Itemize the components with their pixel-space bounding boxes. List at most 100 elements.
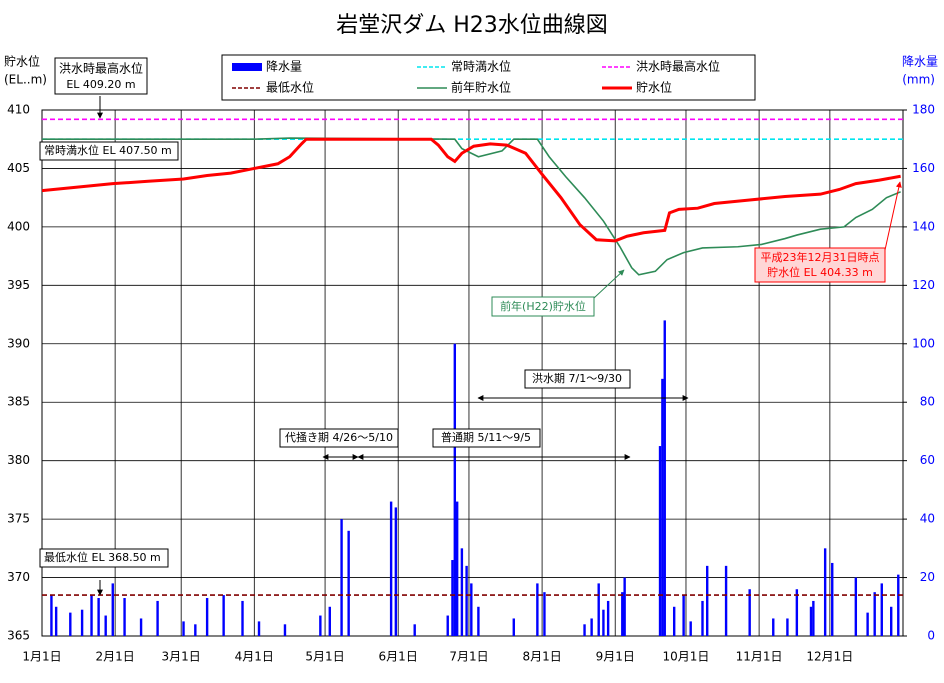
bar (823, 548, 827, 636)
bar (477, 606, 480, 636)
annotation: 代掻き期 4/26～5/10 (285, 430, 393, 444)
bar (328, 606, 331, 636)
y-tick-label: 395 (7, 278, 30, 292)
y-tick-label: 385 (7, 395, 30, 409)
bar (854, 577, 858, 636)
bar (543, 592, 546, 636)
y2-tick-label: 60 (920, 453, 935, 467)
legend-label: 常時満水位 (451, 59, 511, 74)
bar (123, 598, 126, 636)
annotation: 貯水位 EL 404.33 m (767, 265, 873, 279)
annotation-box (754, 247, 886, 283)
bar (661, 378, 664, 636)
annotation-box (54, 57, 148, 95)
legend-label: 最低水位 (266, 80, 314, 95)
bar (97, 598, 100, 636)
bar (194, 624, 197, 636)
y2-tick-label: 20 (920, 570, 935, 584)
annotation: 洪水時最高水位 (59, 61, 143, 76)
bar (689, 621, 692, 636)
bar (772, 618, 775, 636)
bar (795, 589, 799, 636)
x-tick-label: 1月1日 (22, 650, 61, 664)
x-tick-label: 6月1日 (379, 650, 418, 664)
legend-label: 降水量 (266, 60, 302, 74)
bar (413, 624, 416, 636)
y2-tick-label: 0 (927, 629, 935, 643)
bar (590, 618, 593, 636)
legend-label: 貯水位 (636, 80, 672, 95)
legend-swatch (232, 63, 262, 71)
bar (455, 501, 459, 636)
annotation-box (279, 428, 399, 448)
bar (706, 565, 709, 636)
bar (111, 583, 114, 636)
annotation-box (491, 296, 595, 317)
legend-label: 洪水時最高水位 (636, 59, 720, 74)
x-tick-label: 4月1日 (235, 650, 274, 664)
bar (470, 583, 473, 636)
bar (672, 606, 676, 636)
bar (890, 606, 893, 636)
bar (663, 320, 666, 636)
annotations: 洪水時最高水位 EL 409.20 m 常時満水位 EL 407.50 m 最低… (39, 57, 902, 596)
y2-axis-unit: (mm) (902, 73, 935, 87)
plot-area: 365 370 375 380 385 390 395 400 405 410 0 20 40 60 80 1… (7, 103, 935, 664)
y-axis-unit: (EL..m) (4, 73, 47, 87)
bar (880, 583, 883, 636)
annotation-box (39, 548, 169, 568)
y2-tick-label: 100 (912, 336, 935, 350)
bar (69, 612, 72, 636)
bar (682, 595, 685, 636)
bar (389, 501, 393, 636)
x-tick-label: 3月1日 (162, 650, 201, 664)
y-tick-label: 405 (7, 161, 30, 175)
y-tick-label: 380 (7, 453, 30, 467)
bar (446, 615, 449, 636)
legend-label: 前年貯水位 (451, 80, 511, 95)
annotation-arrow (884, 181, 902, 251)
y2-tick-label: 120 (912, 278, 935, 292)
bar (831, 562, 834, 636)
x-tick-label: 10月1日 (663, 650, 710, 664)
bar (90, 595, 93, 636)
bar (786, 618, 789, 636)
x-tick-label: 5月1日 (305, 650, 344, 664)
annotation: 前年(H22)貯水位 (500, 299, 586, 313)
legend-box (221, 54, 756, 101)
bar (701, 600, 704, 636)
bar (897, 574, 900, 636)
annotation: 常時満水位 EL 407.50 m (44, 143, 172, 157)
y2-tick-label: 180 (912, 103, 935, 117)
bar (451, 560, 454, 636)
y-axis-label: 貯水位 (4, 54, 40, 69)
bar (623, 577, 626, 636)
bar (283, 624, 287, 636)
bar (465, 565, 468, 636)
y-tick-label: 375 (7, 512, 30, 526)
bar (583, 624, 586, 636)
bar (139, 618, 143, 636)
y-tick-label: 390 (7, 336, 30, 350)
annotation-arrow (593, 269, 625, 299)
annotation: 最低水位 EL 368.50 m (44, 550, 161, 564)
bar (812, 600, 815, 636)
bar (80, 609, 84, 636)
x-tick-label: 8月1日 (522, 650, 561, 664)
y2-tick-label: 40 (920, 512, 935, 526)
y-tick-label: 400 (7, 219, 30, 233)
y2-tick-label: 80 (920, 395, 935, 409)
bar (50, 595, 53, 636)
bar (104, 615, 107, 636)
annotation: EL 409.20 m (66, 78, 135, 91)
bar (606, 600, 610, 636)
annotation-box (524, 369, 631, 389)
annotation: 普通期 5/11～9/5 (441, 430, 531, 444)
x-tick-label: 2月1日 (95, 650, 134, 664)
bar (205, 598, 209, 636)
plot-background (41, 109, 904, 637)
bar (453, 343, 457, 636)
y-tick-label: 410 (7, 103, 30, 117)
